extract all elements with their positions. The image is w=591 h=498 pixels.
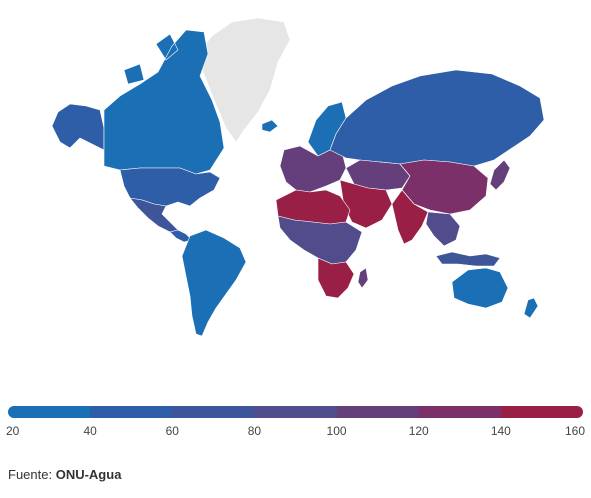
color-scale-segment bbox=[500, 406, 583, 418]
color-scale-tick-label: 60 bbox=[165, 424, 179, 438]
region-new-zealand[interactable] bbox=[523, 297, 539, 319]
color-scale-tick-label: 140 bbox=[490, 424, 511, 438]
source-value: ONU-Agua bbox=[55, 467, 122, 482]
region-south-america[interactable] bbox=[181, 229, 247, 337]
region-japan[interactable] bbox=[489, 159, 511, 191]
color-scale-segment bbox=[418, 406, 501, 418]
color-scale-tick-label: 40 bbox=[83, 424, 97, 438]
color-scale-segment bbox=[254, 406, 337, 418]
color-scale-tick-label: 80 bbox=[247, 424, 262, 438]
region-southern-africa[interactable] bbox=[317, 257, 355, 299]
world-map bbox=[51, 17, 545, 337]
color-scale-tick-label: 100 bbox=[326, 424, 347, 438]
region-sub-saharan-africa[interactable] bbox=[277, 215, 363, 265]
region-iceland[interactable] bbox=[261, 119, 279, 133]
region-greenland[interactable] bbox=[195, 17, 291, 143]
region-southeast-asia[interactable] bbox=[425, 211, 461, 247]
source-note: Fuente: ONU-Agua bbox=[8, 467, 121, 482]
color-scale-segment bbox=[8, 406, 91, 418]
color-scale-segment bbox=[172, 406, 255, 418]
region-alaska[interactable] bbox=[51, 103, 105, 151]
color-scale-tick-label: 160 bbox=[564, 424, 586, 438]
region-russia[interactable] bbox=[329, 69, 545, 167]
color-scale-tick-label: 20 bbox=[6, 424, 20, 438]
color-scale-ticks: 20 40 60 80 100 120 140 160 bbox=[6, 424, 586, 440]
region-canada[interactable] bbox=[103, 29, 225, 175]
color-scale-bar bbox=[8, 406, 583, 418]
color-scale-segment bbox=[90, 406, 173, 418]
source-label: Fuente: bbox=[8, 467, 56, 482]
region-australia[interactable] bbox=[451, 267, 509, 309]
region-mexico[interactable] bbox=[129, 197, 179, 233]
region-madagascar[interactable] bbox=[357, 267, 369, 289]
color-scale-tick-label: 120 bbox=[408, 424, 429, 438]
region-india[interactable] bbox=[391, 189, 429, 245]
region-indonesia[interactable] bbox=[435, 251, 501, 267]
color-scale-segment bbox=[336, 406, 419, 418]
